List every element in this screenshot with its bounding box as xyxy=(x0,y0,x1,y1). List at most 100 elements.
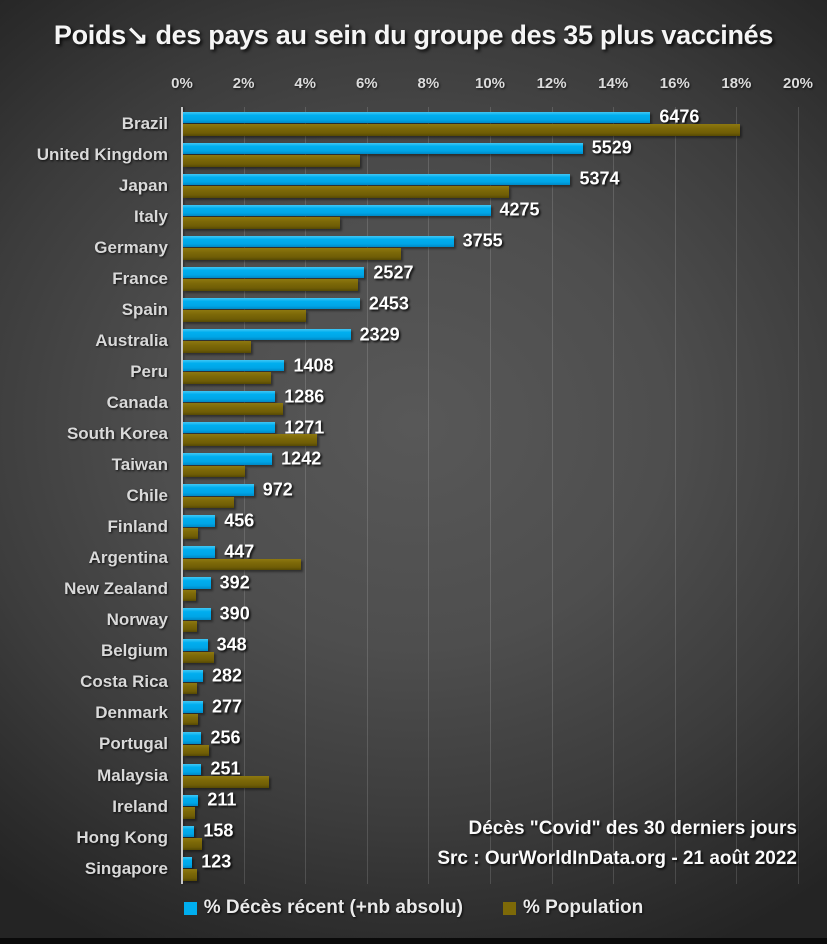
gridline xyxy=(551,107,553,884)
country-row: 972 xyxy=(183,479,798,512)
deaths-bar: 456 xyxy=(183,510,254,530)
gridline xyxy=(674,107,676,884)
deaths-bar: 5529 xyxy=(183,138,632,158)
population-legend-swatch xyxy=(502,901,516,915)
category-labels-column: Brazil United Kingdom Japan Italy Germany Fra… xyxy=(0,108,168,884)
country-row: 390 xyxy=(183,604,798,636)
chart-title: Poids↘ des pays au sein du groupe des 35… xyxy=(53,20,774,50)
country-label: South Korea xyxy=(66,423,168,443)
gridline xyxy=(366,107,368,884)
population-bar xyxy=(183,403,283,415)
deaths-bar: 5374 xyxy=(183,169,619,189)
population-bar xyxy=(183,186,509,198)
population-bar xyxy=(183,496,234,509)
deaths-bar: 1408 xyxy=(183,355,334,375)
country-label: Finland xyxy=(107,517,168,537)
x-tick-label: 10% xyxy=(474,75,506,92)
population-bar xyxy=(183,589,196,602)
deaths-value-label: 392 xyxy=(219,572,250,593)
country-row: 282 xyxy=(183,665,798,698)
country-row: 256 xyxy=(183,728,798,760)
deaths-value-label: 972 xyxy=(262,479,293,500)
deaths-value-label: 6476 xyxy=(659,106,700,127)
country-row: 251 xyxy=(183,759,798,791)
country-label: Japan xyxy=(118,175,168,195)
country-label: Taiwan xyxy=(111,455,168,475)
deaths-bar: 2527 xyxy=(183,262,413,282)
country-label: Spain xyxy=(121,299,168,319)
population-bar xyxy=(183,558,302,571)
deaths-bar: 6476 xyxy=(183,107,699,127)
x-tick-label: 2% xyxy=(232,75,255,92)
country-row: 6476 xyxy=(183,107,798,139)
legend-item-population: % Population xyxy=(502,897,643,919)
population-bar xyxy=(183,248,402,260)
x-axis-ticks: 0% 2% 4% 6% 8% 10% 12% 14% 16% 18% 20% xyxy=(171,75,813,93)
population-bar xyxy=(183,620,197,633)
population-bar xyxy=(183,372,271,384)
bottom-border xyxy=(0,938,827,944)
deaths-value-label: 4275 xyxy=(499,199,540,220)
country-row: 1286 xyxy=(183,386,798,418)
deaths-value-label: 282 xyxy=(211,665,243,686)
population-bar xyxy=(183,651,214,664)
annotation-line-2: Src : OurWorldInData.org - 21 août 2022 xyxy=(437,848,797,869)
population-bar xyxy=(183,465,245,478)
country-label: France xyxy=(112,268,168,288)
deaths-bar: 972 xyxy=(183,479,293,499)
country-row: 3755 xyxy=(183,231,798,263)
country-row: 1271 xyxy=(183,417,798,449)
deaths-value-label: 277 xyxy=(211,696,243,717)
x-tick-label: 6% xyxy=(355,75,378,92)
deaths-value-label: 1408 xyxy=(293,355,334,376)
deaths-bar: 1271 xyxy=(183,417,324,437)
country-row: 392 xyxy=(183,572,798,605)
country-row: 456 xyxy=(183,510,798,543)
population-bar xyxy=(183,744,210,757)
country-row: 5529 xyxy=(183,138,798,170)
population-bar xyxy=(183,124,740,136)
deaths-value-label: 2453 xyxy=(368,293,409,314)
deaths-value-label: 2527 xyxy=(373,262,414,282)
deaths-bar: 447 xyxy=(183,541,254,561)
country-label: Costa Rica xyxy=(80,672,168,692)
deaths-bar: 277 xyxy=(183,697,242,717)
deaths-value-label: 456 xyxy=(224,510,255,531)
country-row: 123 xyxy=(183,852,798,884)
country-row: 211 xyxy=(183,790,798,822)
population-bar xyxy=(183,434,317,446)
country-label: Malaysia xyxy=(97,765,168,785)
country-label: United Kingdom xyxy=(36,144,168,164)
deaths-value-label: 5529 xyxy=(591,137,632,158)
deaths-value-label: 2329 xyxy=(359,324,400,345)
deaths-value-label: 447 xyxy=(224,541,255,562)
x-tick-label: 16% xyxy=(659,75,690,92)
deaths-value-label: 158 xyxy=(203,820,234,841)
population-bar xyxy=(183,776,270,788)
population-bar xyxy=(183,279,359,291)
country-label: Portugal xyxy=(99,734,168,754)
deaths-bar: 392 xyxy=(183,572,250,592)
country-label: Peru xyxy=(130,361,168,381)
deaths-bar: 2453 xyxy=(183,293,409,313)
country-row: 2329 xyxy=(183,324,798,356)
population-bar xyxy=(183,807,196,819)
gridline xyxy=(305,107,307,884)
deaths-value-label: 1242 xyxy=(281,448,322,469)
country-label: Brazil xyxy=(121,113,168,133)
deaths-bar: 256 xyxy=(183,728,240,748)
population-bar xyxy=(183,682,197,695)
country-row: 447 xyxy=(183,541,798,574)
country-row: 5374 xyxy=(183,169,798,201)
x-tick-label: 14% xyxy=(598,75,629,92)
gridline xyxy=(428,107,430,884)
country-row: 2527 xyxy=(183,262,798,294)
y-axis-line xyxy=(181,107,183,884)
country-label: Canada xyxy=(106,392,168,412)
deaths-value-label: 1286 xyxy=(284,386,325,407)
deaths-bar: 390 xyxy=(183,604,250,624)
deaths-bar: 251 xyxy=(183,759,240,779)
population-bar xyxy=(183,310,306,322)
source-annotation: Décès "Covid" des 30 derniers jours Src … xyxy=(437,814,797,874)
